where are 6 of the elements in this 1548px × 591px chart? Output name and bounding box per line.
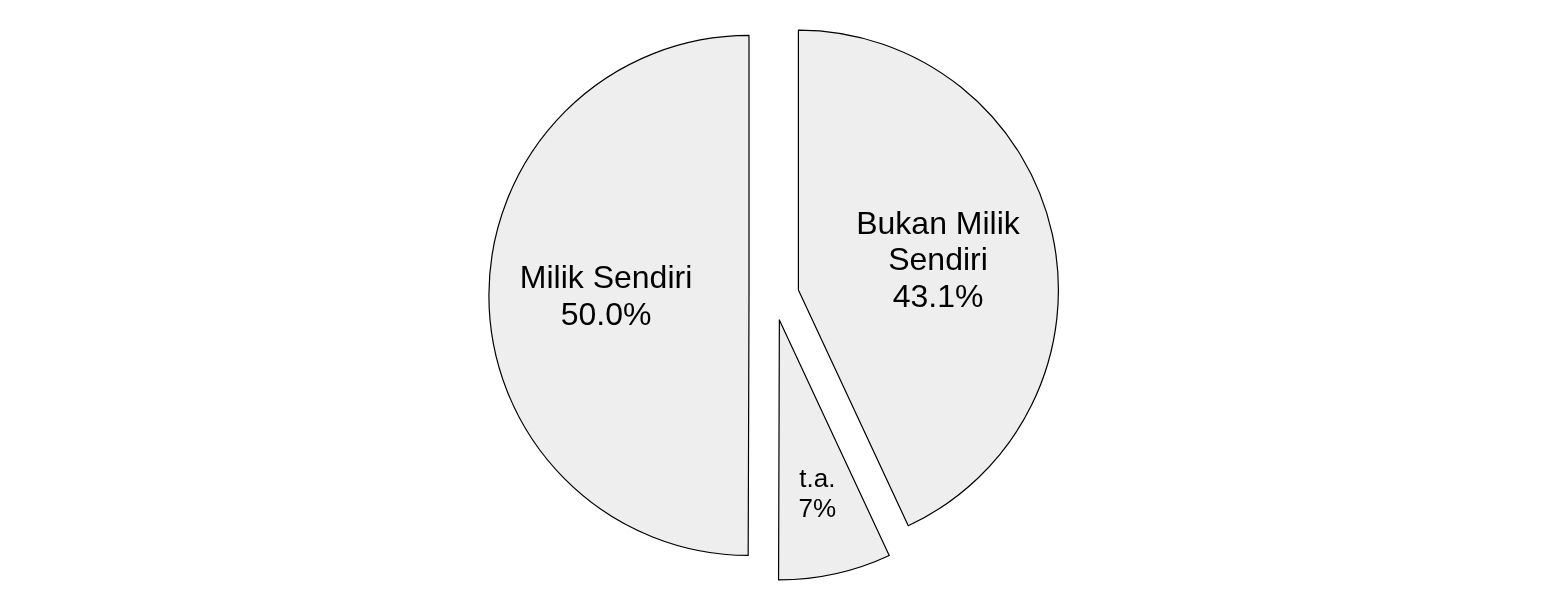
slice-label: Bukan Milik Sendiri (856, 204, 1021, 278)
data-label: 50.0% (560, 295, 652, 332)
data-label: 43.1% (892, 278, 984, 315)
slice-label: t.a. (799, 462, 836, 493)
slice-label: Milik Sendiri (519, 259, 693, 296)
data-label: 7% (798, 492, 837, 523)
